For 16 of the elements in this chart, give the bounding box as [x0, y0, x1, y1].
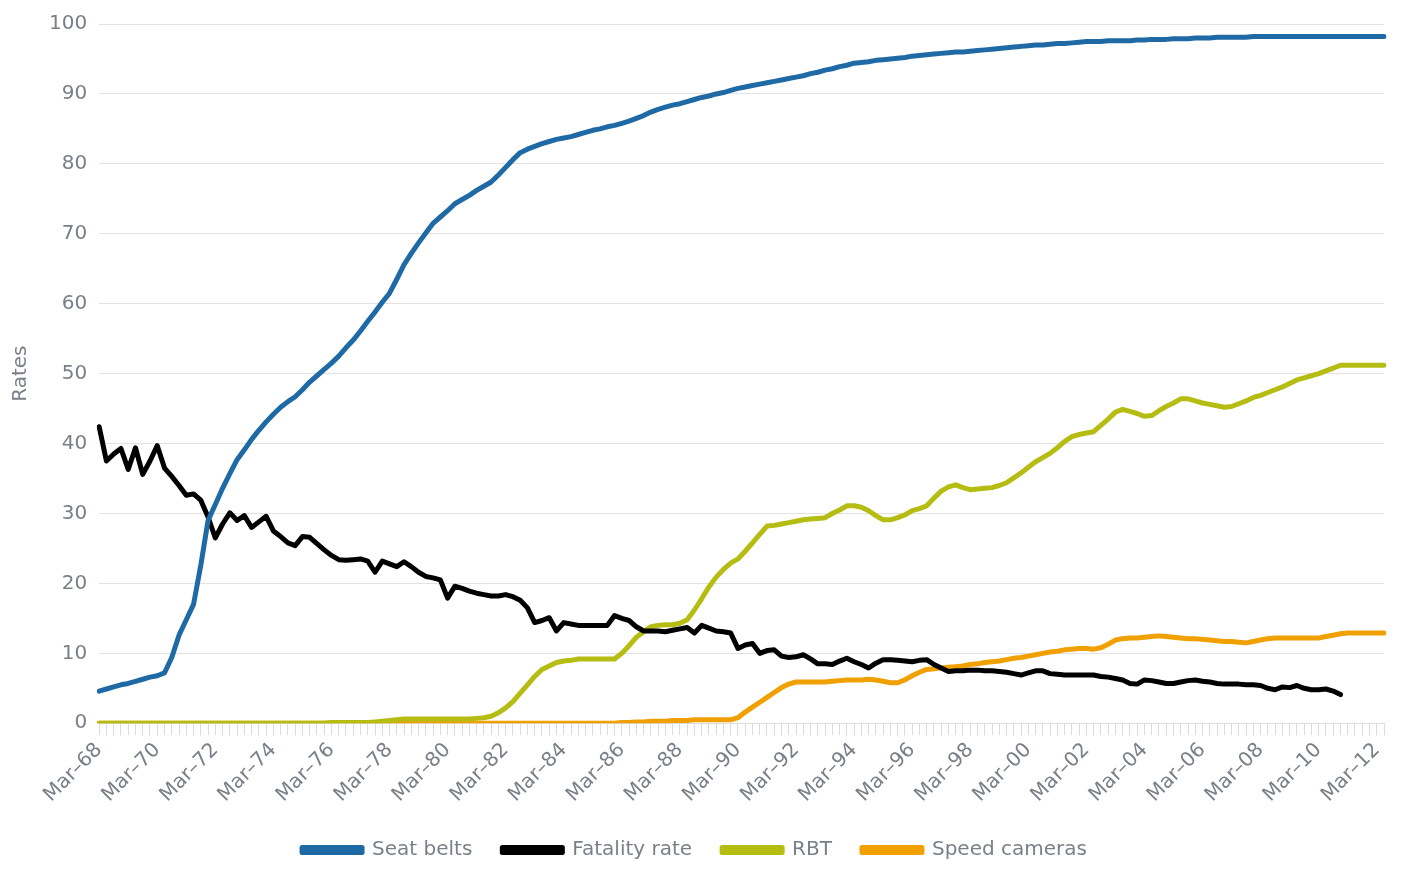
y-tick-label: 60 — [61, 289, 88, 314]
y-axis-title: Rates — [7, 345, 32, 402]
legend-label: Speed cameras — [931, 836, 1087, 861]
y-tick-label: 10 — [61, 639, 88, 664]
y-tick-label: 20 — [61, 569, 88, 594]
y-tick-label: 100 — [48, 10, 88, 35]
y-tick-label: 30 — [61, 499, 88, 524]
legend-label: RBT — [792, 836, 833, 861]
y-tick-label: 50 — [61, 359, 88, 384]
y-tick-label: 0 — [74, 709, 88, 734]
y-tick-label: 90 — [61, 80, 88, 105]
legend-label: Fatality rate — [572, 836, 693, 861]
y-tick-label: 40 — [61, 429, 88, 454]
y-tick-label: 70 — [61, 219, 88, 244]
y-tick-label: 80 — [61, 150, 88, 175]
legend-label: Seat belts — [372, 836, 473, 861]
